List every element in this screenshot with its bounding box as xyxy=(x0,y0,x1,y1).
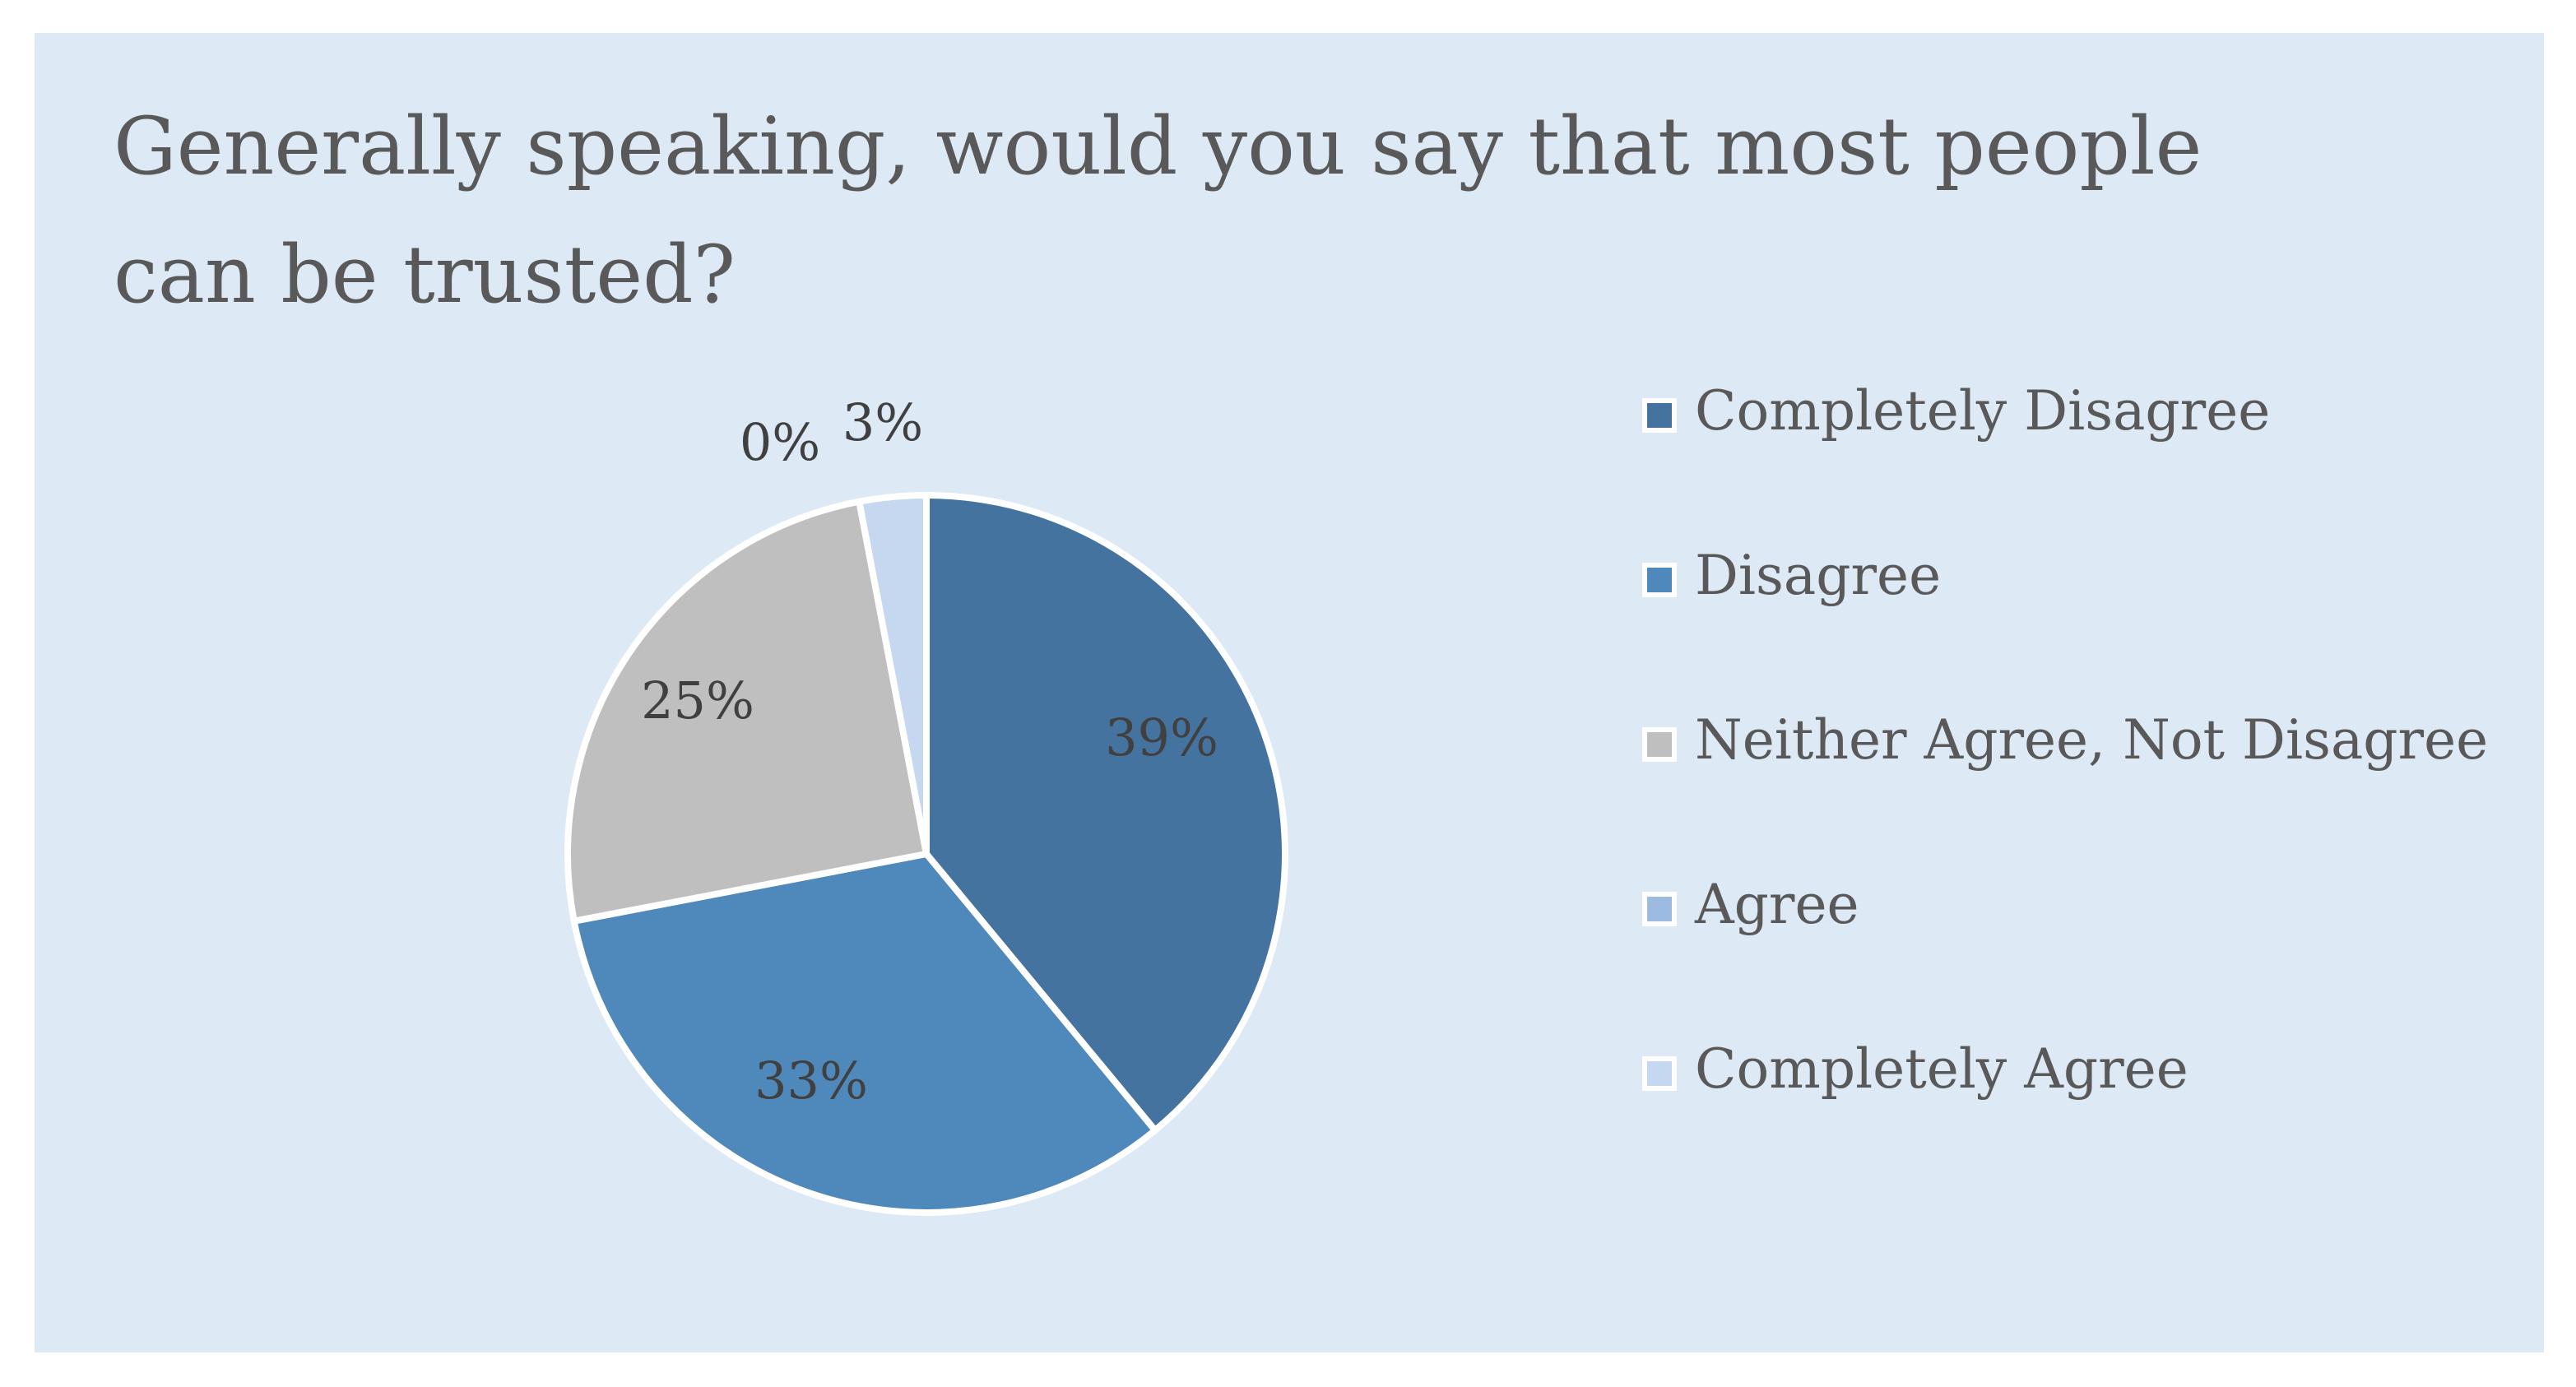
slice-value-label: 33% xyxy=(754,1051,868,1111)
legend-item: Disagree xyxy=(1642,527,2547,691)
legend-swatch xyxy=(1642,563,1677,597)
legend-label: Completely Disagree xyxy=(1695,379,2271,443)
legend-swatch xyxy=(1642,727,1677,762)
legend-swatch xyxy=(1642,1056,1677,1091)
slice-value-label: 0% xyxy=(740,412,820,472)
legend-item: Neither Agree, Not Disagree xyxy=(1642,691,2547,856)
chart-legend: Completely Disagree Disagree Neither Agree… xyxy=(1642,362,2547,1185)
legend-label: Neither Agree, Not Disagree xyxy=(1695,708,2489,772)
legend-label: Disagree xyxy=(1695,544,1942,607)
legend-label: Completely Agree xyxy=(1695,1037,2188,1101)
legend-swatch xyxy=(1642,892,1677,926)
chart-title: Generally speaking, would you say that m… xyxy=(114,100,2202,321)
slice-value-label: 3% xyxy=(842,392,923,452)
chart-panel xyxy=(35,33,2544,1352)
pie-slice-completely-disagree xyxy=(923,492,1288,1134)
legend-label: Agree xyxy=(1695,873,1859,936)
legend-item: Completely Agree xyxy=(1642,1020,2547,1185)
pie-slice-completely-agree xyxy=(856,492,930,857)
slice-value-label: 25% xyxy=(641,670,754,731)
pie-slice-neither-agree-not-disagree xyxy=(564,498,930,925)
legend-item: Completely Disagree xyxy=(1642,362,2547,527)
slice-value-label: 39% xyxy=(1105,707,1218,768)
legend-swatch xyxy=(1642,398,1677,433)
legend-item: Agree xyxy=(1642,856,2547,1020)
pie-slice-disagree xyxy=(570,851,1158,1216)
